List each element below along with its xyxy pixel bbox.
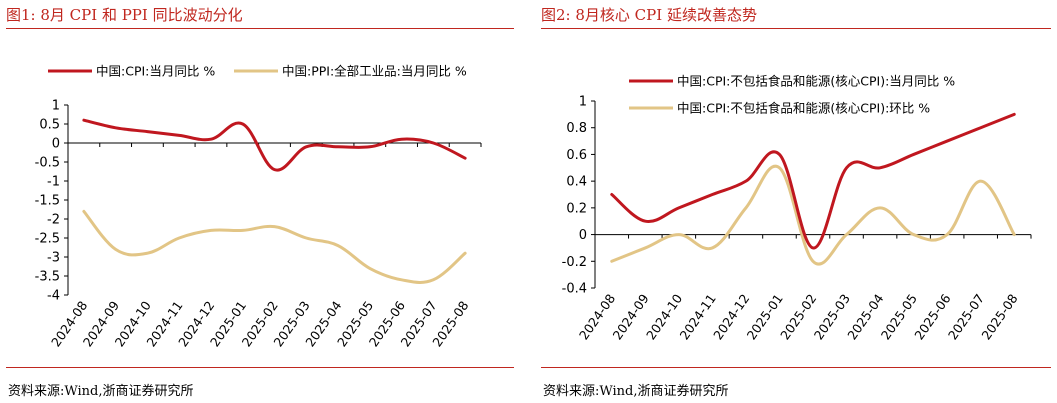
figure-2-title-rule: [541, 28, 1051, 29]
y-tick-label: -1: [47, 175, 60, 190]
figure-1-bottom-rule: [6, 367, 514, 368]
y-tick-label: 0.6: [566, 148, 587, 163]
y-tick-label: -1.5: [35, 194, 60, 209]
legend-label-2: 中国:PPI:全部工业品:当月同比 %: [282, 64, 467, 79]
y-tick-label: 0: [52, 137, 60, 152]
y-tick-label: -3: [47, 251, 60, 266]
y-tick-label: -2: [47, 213, 60, 228]
y-tick-label: -0.2: [562, 255, 587, 270]
y-tick-label: 0.5: [39, 118, 60, 133]
figure-1-title-rule: [6, 28, 514, 29]
series-line-1: [82, 118, 467, 172]
figure-1-title: 图1: 8月 CPI 和 PPI 同比波动分化: [6, 6, 243, 24]
legend-label-1: 中国:CPI:当月同比 %: [96, 64, 215, 79]
y-tick-label: 0.8: [566, 121, 587, 136]
figure-2-source-text: 资料来源:Wind,浙商证券研究所: [543, 384, 729, 399]
legend-label-2: 中国:CPI:不包括食品和能源(核心CPI):环比 %: [677, 101, 930, 116]
figure-2: 图2: 8月核心 CPI 延续改善态势 1 0.8 0.6 0.4 0.2 0 -0.2 -0…: [541, 0, 1051, 403]
y-tick-label: 1: [52, 99, 60, 114]
series-line-2: [82, 209, 467, 284]
y-tick-label: 1: [579, 95, 587, 110]
y-tick-label: -0.5: [35, 156, 60, 171]
y-tick-label: 0: [579, 228, 587, 243]
figure-2-bottom-rule: [541, 367, 1051, 368]
series-line-1: [610, 112, 1016, 250]
y-tick-label: -2.5: [35, 232, 60, 247]
legend-label-1: 中国:CPI:不包括食品和能源(核心CPI):当月同比 %: [677, 74, 955, 89]
figure-1: 图1: 8月 CPI 和 PPI 同比波动分化 1 0.5 0 -0.5 -1 -1.5 -…: [6, 0, 514, 403]
y-tick-label: 0.2: [566, 201, 587, 216]
figure-2-title: 图2: 8月核心 CPI 延续改善态势: [541, 6, 757, 24]
y-tick-label: -0.4: [562, 282, 587, 297]
figure-1-source: 资料来源:Wind,浙商证券研究所: [8, 380, 194, 399]
y-tick-label: -4: [47, 289, 60, 304]
figure-2-source: 资料来源:Wind,浙商证券研究所: [543, 380, 729, 399]
series-line-2: [610, 164, 1016, 266]
chart-1: 10.50-0.5-1-1.5-2-2.5-3-3.5-42024-082024…: [35, 64, 482, 350]
chart-2: 10.80.60.40.20-0.2-0.42024-082024-092024…: [562, 74, 1032, 343]
y-tick-label: -3.5: [35, 270, 60, 285]
figure-1-source-text: 资料来源:Wind,浙商证券研究所: [8, 384, 194, 399]
y-tick-label: 0.4: [566, 175, 587, 190]
